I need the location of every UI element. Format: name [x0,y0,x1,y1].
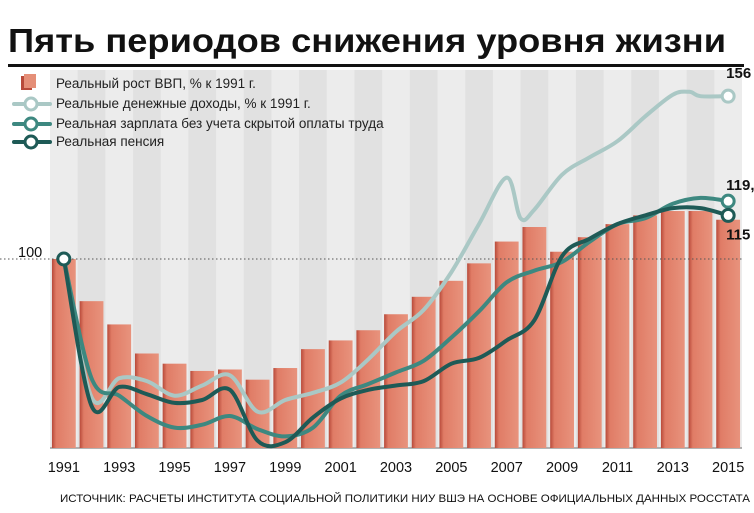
legend-marker [23,96,39,112]
gdp-bar-2015 [716,219,741,448]
end-label-income-line: 156 [726,65,751,82]
gdp-bar-2014 [688,211,713,448]
reference-value-label: 100 [18,245,42,261]
x-tick-2015: 2015 [712,460,744,476]
end-value-labels: 156 119,9 115 [726,65,754,243]
x-tick-1991: 1991 [48,460,80,476]
gdp-bar-2003 [384,314,408,448]
pension-line-end-marker [720,207,736,223]
x-tick-2007: 2007 [491,460,523,476]
gdp-bar-2012 [633,215,658,448]
legend-marker [23,134,39,150]
legend-item-income: Реальные денежные доходы, % к 1991 г. [12,96,311,112]
legend-item-gdp: Реальный рост ВВП, % к 1991 г. [21,74,256,91]
gdp-bar-2004 [411,296,436,448]
reference-line-100: 100 [0,245,742,261]
end-markers [56,88,736,267]
gdp-bar-1991 [51,259,76,448]
line-series [61,89,731,449]
pension-line [61,205,731,449]
gdp-bar-2007 [494,241,519,448]
x-tick-2013: 2013 [657,460,689,476]
gdp-bar-1995 [162,363,187,448]
income-line-end-marker [720,88,736,104]
x-tick-2011: 2011 [602,460,633,476]
legend-label-pension: Реальная пенсия [56,134,164,149]
x-tick-2003: 2003 [380,460,412,476]
source-note: ИСТОЧНИК: РАСЧЕТЫ ИНСТИТУТА СОЦИАЛЬНОЙ П… [60,492,751,505]
legend-item-wage: Реальная зарплата без учета скрытой опла… [12,116,384,132]
x-tick-2009: 2009 [546,460,578,476]
x-axis-tick-labels: 1991 1993 1995 1997 1999 2001 2003 2005 2007 2009… [48,460,745,476]
gdp-bar-2010 [577,237,602,448]
end-label-pension-line: 115 [726,226,750,243]
legend-label-income: Реальные денежные доходы, % к 1991 г. [56,96,311,111]
gdp-bar-2013 [660,211,685,448]
wage-line-end-marker [720,193,736,209]
income-line [61,89,731,415]
legend-marker [23,116,39,132]
x-tick-1993: 1993 [103,460,135,476]
gdp-bar-2009 [550,251,574,448]
legend-item-pension: Реальная пенсия [12,134,164,150]
legend-bar-swatch-face [24,74,36,88]
x-tick-1999: 1999 [269,460,301,476]
gdp-bar-1994 [134,353,159,448]
title-underline [8,64,744,67]
legend-label-gdp: Реальный рост ВВП, % к 1991 г. [56,76,256,91]
x-tick-1997: 1997 [214,460,246,476]
gdp-bar-2011 [605,224,630,448]
x-tick-2005: 2005 [435,460,467,476]
legend-label-wage: Реальная зарплата без учета скрытой опла… [56,116,384,131]
x-tick-2001: 2001 [325,460,357,476]
gdp-bar-2006 [467,263,491,448]
gdp-bar-2008 [522,227,547,448]
gdp-bar-1999 [273,368,298,448]
x-tick-1995: 1995 [158,460,190,476]
legend: Реальный рост ВВП, % к 1991 г. Реальные … [12,74,384,150]
start-marker [56,251,72,267]
chart-title: Пять периодов снижения уровня жизни [8,22,726,59]
end-label-wage-line: 119,9 [726,177,754,194]
